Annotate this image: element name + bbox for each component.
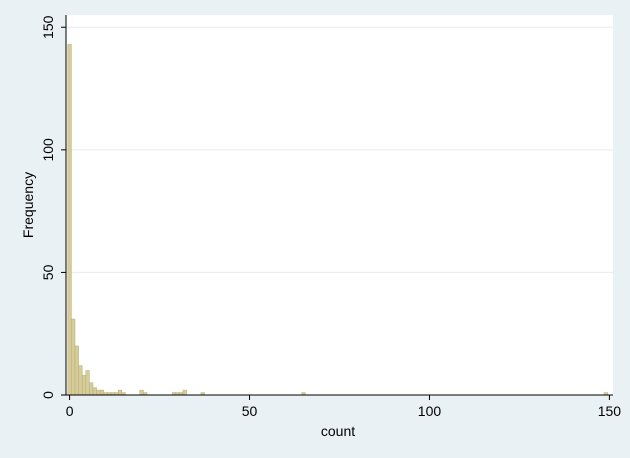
bar-32 xyxy=(182,389,187,396)
bar-6 xyxy=(89,382,94,396)
bar-20 xyxy=(139,389,144,396)
bar-14 xyxy=(117,389,123,396)
x-tick-label-50: 50 xyxy=(242,403,258,419)
x-axis-ticks: 0 50 100 150 xyxy=(66,395,622,419)
x-tick-label-150: 150 xyxy=(598,403,622,419)
gridlines xyxy=(66,26,613,273)
x-tick-label-0: 0 xyxy=(66,403,74,419)
bar-4 xyxy=(81,375,87,396)
bar-5 xyxy=(85,370,90,396)
bar-3 xyxy=(78,365,83,396)
bar-0 xyxy=(67,44,72,396)
bar-2 xyxy=(74,345,79,396)
bar-9 xyxy=(99,389,105,396)
bar-7 xyxy=(92,387,97,396)
bar-1 xyxy=(71,318,76,396)
y-axis-title: Frequency xyxy=(20,172,36,238)
x-tick-label-100: 100 xyxy=(418,403,442,419)
y-tick-label-50: 50 xyxy=(40,264,56,280)
y-tick-label-100: 100 xyxy=(40,138,56,162)
bar-8 xyxy=(96,389,101,396)
plot-area xyxy=(66,15,613,395)
y-tick-label-0: 0 xyxy=(40,391,56,399)
x-axis-title: count xyxy=(321,423,355,439)
y-axis-ticks: 0 50 100 150 xyxy=(40,15,66,399)
y-tick-label-150: 150 xyxy=(40,15,56,39)
